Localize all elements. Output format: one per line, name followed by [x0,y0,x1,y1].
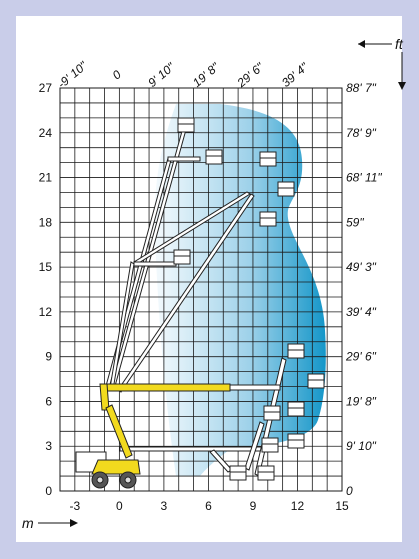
platform-basket [287,401,305,417]
left-tick-label: 24 [39,126,53,140]
left-tick-label: 27 [39,81,53,95]
platform-basket [229,465,247,481]
platform-basket [259,151,277,167]
boom-yellow-vertical [99,383,110,411]
hub-rear [96,476,104,484]
boom-horizontal-low [119,446,271,452]
left-tick-label: 21 [39,171,53,185]
left-tick-label: 3 [45,439,52,453]
jib-upper-2 [133,261,177,267]
riser-arm [105,404,133,459]
right-tick-label: 39' 4" [346,305,377,319]
chassis-body [91,459,141,475]
left-tick-label: 15 [39,260,53,274]
left-tick-label: 18 [39,215,53,229]
right-tick-label: 78' 9" [346,126,377,140]
bottom-tick-label: 9 [250,499,257,513]
right-tick-label: 49' 3" [346,260,377,274]
platform-basket [205,149,223,165]
unit-m-label: m [22,515,34,531]
left-axis: 0 3 6 9 12 15 18 21 24 27 [39,81,53,498]
right-tick-label: 59" [346,215,364,229]
left-tick-label: 0 [45,484,52,498]
unit-ft-indicator: ft [358,36,406,90]
unit-ft-label: ft [395,36,404,52]
right-tick-label: 19' 8" [346,394,377,408]
right-tick-label: 0 [346,484,353,498]
bottom-tick-label: 3 [161,499,168,513]
bottom-tick-label: 0 [116,499,123,513]
right-tick-label: 88' 7" [346,81,377,95]
platform-basket [263,405,281,421]
boom-lower-2 [244,421,265,471]
right-axis: 0 9' 10" 19' 8" 29' 6" 39' 4" 49' 3" 59" 68' 11… [345,81,382,498]
bottom-tick-label: 15 [335,499,349,513]
platform-basket [287,433,305,449]
platform-basket [277,181,295,197]
left-tick-label: 12 [39,305,53,319]
right-tick-label: 9' 10" [346,439,377,453]
boom-yellow-tip [229,384,281,391]
platform-basket [173,249,191,265]
unit-m-indicator: m [22,515,78,531]
platform-basket [257,465,275,481]
baskets [173,117,325,481]
left-tick-label: 6 [45,394,52,408]
machine-chassis [75,451,141,489]
platform-basket [261,437,279,453]
right-tick-label: 29' 6" [345,350,377,364]
bottom-tick-label: 12 [291,499,305,513]
plot-border [59,87,343,492]
right-tick-label: 68' 11" [346,171,382,185]
jib-upper-1 [167,156,201,162]
hub-front [124,476,132,484]
left-tick-label: 9 [45,350,52,364]
bottom-tick-label: 6 [205,499,212,513]
platform-basket [307,373,325,389]
bottom-axis: -3 0 3 6 9 12 15 [70,499,349,513]
boom-yellow-horizontal [101,383,231,392]
platform-basket [287,343,305,359]
platform-basket [177,117,195,133]
main-boom [99,383,281,459]
bottom-tick-label: -3 [70,499,81,513]
platform-basket [259,211,277,227]
